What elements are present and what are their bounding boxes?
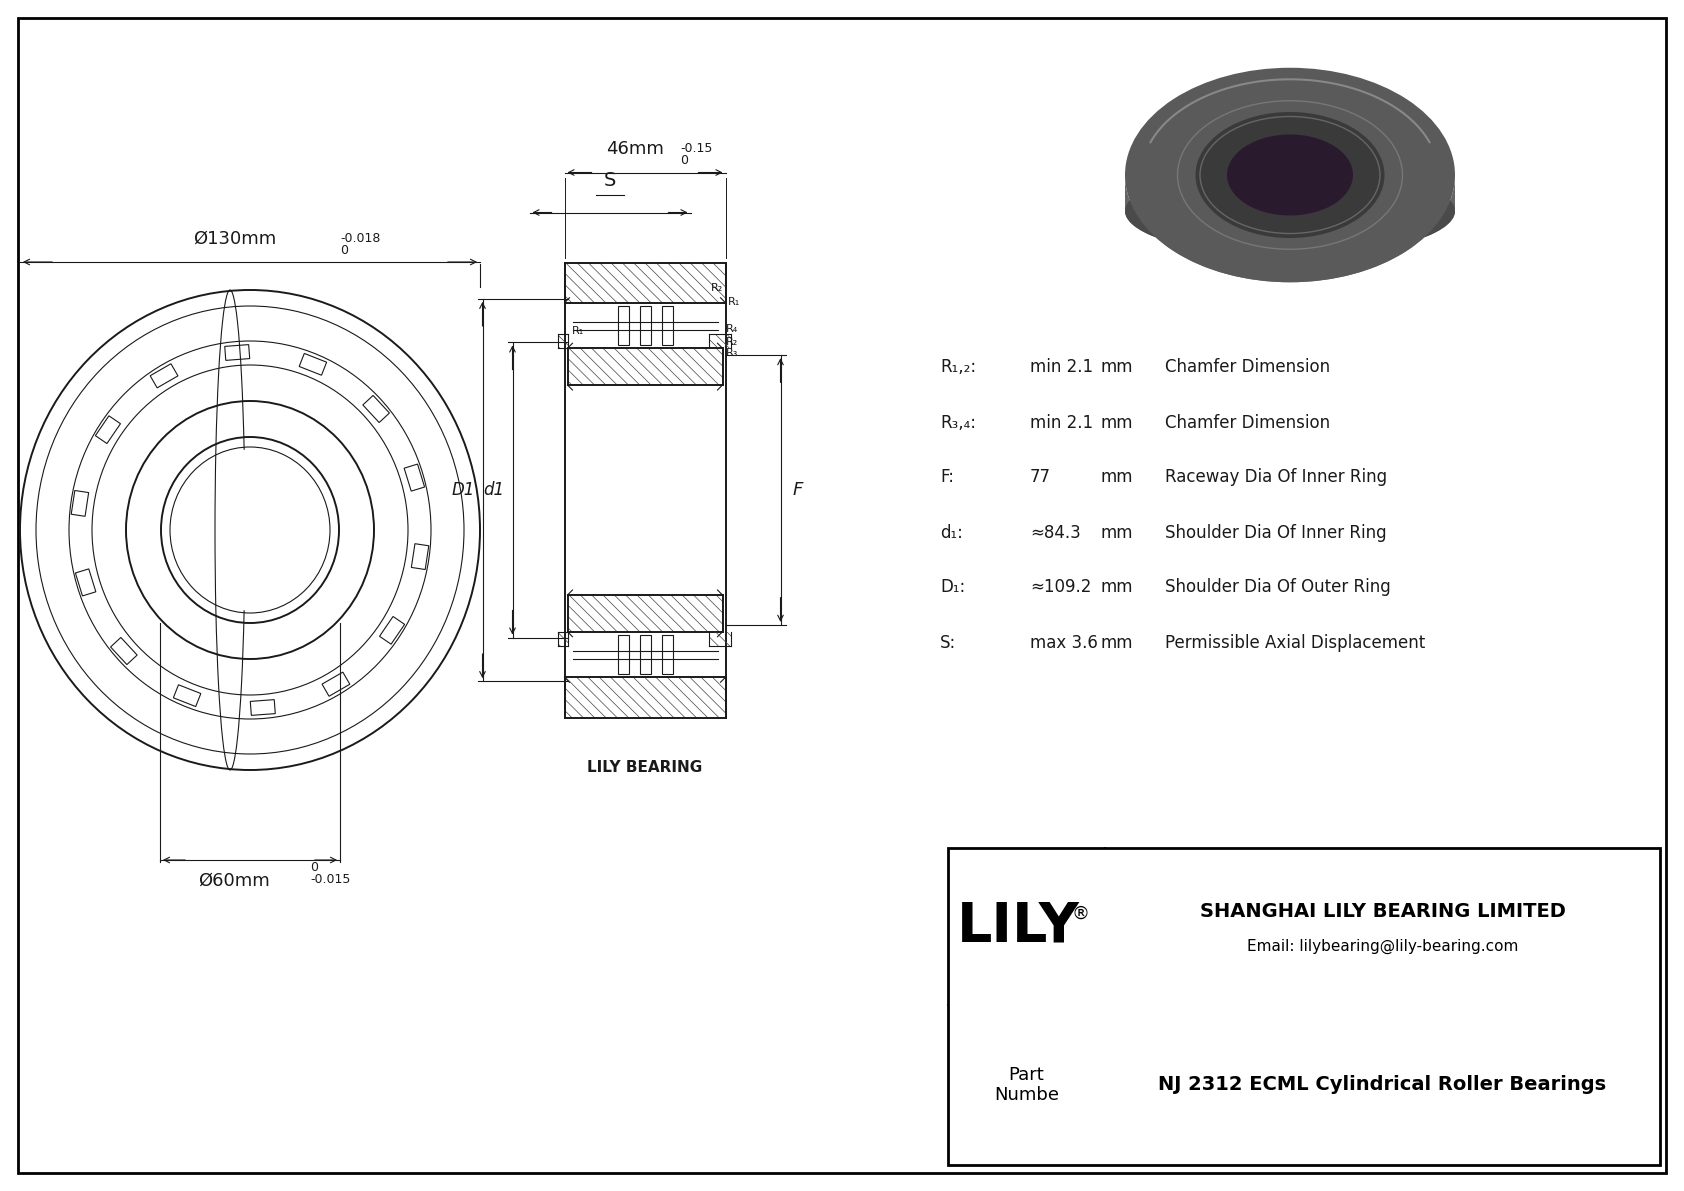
Text: R₁: R₁ (571, 326, 584, 336)
Text: mm: mm (1100, 524, 1133, 542)
Text: LILY: LILY (957, 899, 1079, 954)
Text: 46mm: 46mm (606, 141, 663, 158)
Text: mm: mm (1100, 468, 1133, 486)
Text: Chamfer Dimension: Chamfer Dimension (1165, 413, 1330, 431)
Text: mm: mm (1100, 413, 1133, 431)
Text: R₂: R₂ (711, 282, 724, 293)
Text: R₂: R₂ (726, 337, 738, 348)
Text: min 2.1: min 2.1 (1031, 358, 1093, 376)
Text: R₁: R₁ (727, 297, 739, 307)
Bar (618, 306, 628, 345)
Text: 0: 0 (680, 155, 689, 168)
Text: Chamfer Dimension: Chamfer Dimension (1165, 358, 1330, 376)
Text: D1: D1 (451, 481, 475, 499)
Text: F:: F: (940, 468, 955, 486)
Ellipse shape (1196, 112, 1384, 238)
Ellipse shape (1228, 135, 1352, 216)
Text: Ø60mm: Ø60mm (199, 872, 269, 890)
Bar (404, 464, 424, 491)
Bar (662, 306, 672, 345)
Text: Permissible Axial Displacement: Permissible Axial Displacement (1165, 634, 1425, 651)
Text: R₁,₂:: R₁,₂: (940, 358, 977, 376)
Bar (379, 617, 404, 644)
Bar (662, 635, 672, 674)
Text: ≈84.3: ≈84.3 (1031, 524, 1081, 542)
Bar (300, 354, 327, 375)
Text: Shoulder Dia Of Outer Ring: Shoulder Dia Of Outer Ring (1165, 579, 1391, 597)
Bar (411, 543, 429, 569)
Text: S:: S: (940, 634, 957, 651)
Text: mm: mm (1100, 579, 1133, 597)
Bar (362, 395, 389, 423)
Text: S: S (605, 172, 616, 191)
Text: 77: 77 (1031, 468, 1051, 486)
Bar (71, 491, 89, 517)
Text: LILY BEARING: LILY BEARING (588, 760, 702, 774)
Text: Email: lilybearing@lily-bearing.com: Email: lilybearing@lily-bearing.com (1246, 939, 1519, 954)
Bar (76, 569, 96, 596)
Text: ≈109.2: ≈109.2 (1031, 579, 1091, 597)
Ellipse shape (1196, 194, 1384, 229)
Text: d1: d1 (483, 481, 505, 499)
Text: d₁:: d₁: (940, 524, 963, 542)
Text: min 2.1: min 2.1 (1031, 413, 1093, 431)
Text: mm: mm (1100, 634, 1133, 651)
Bar (96, 416, 121, 443)
Text: -0.015: -0.015 (310, 873, 350, 886)
Text: Raceway Dia Of Inner Ring: Raceway Dia Of Inner Ring (1165, 468, 1388, 486)
Text: 0: 0 (310, 861, 318, 874)
Text: -0.15: -0.15 (680, 143, 712, 156)
Bar (640, 635, 650, 674)
Bar (251, 699, 274, 716)
Bar (224, 344, 249, 361)
Bar (948, 848, 1660, 1165)
Text: max 3.6: max 3.6 (1031, 634, 1098, 651)
Text: Part
Numbe: Part Numbe (994, 1066, 1059, 1104)
Text: R₄: R₄ (726, 324, 738, 335)
Text: Shoulder Dia Of Inner Ring: Shoulder Dia Of Inner Ring (1165, 524, 1386, 542)
Polygon shape (1125, 175, 1455, 282)
Text: D₁:: D₁: (940, 579, 965, 597)
Text: -0.018: -0.018 (340, 232, 381, 245)
Bar (640, 306, 650, 345)
Bar (173, 685, 200, 706)
Bar (322, 672, 350, 697)
Ellipse shape (1125, 166, 1455, 256)
Text: mm: mm (1100, 358, 1133, 376)
Bar (150, 363, 179, 388)
Text: ®: ® (1071, 904, 1090, 923)
Text: Ø130mm: Ø130mm (194, 230, 276, 248)
Text: R₃: R₃ (726, 348, 738, 358)
Text: NJ 2312 ECML Cylindrical Roller Bearings: NJ 2312 ECML Cylindrical Roller Bearings (1159, 1075, 1607, 1095)
Text: SHANGHAI LILY BEARING LIMITED: SHANGHAI LILY BEARING LIMITED (1199, 902, 1566, 921)
Text: R₃,₄:: R₃,₄: (940, 413, 977, 431)
Text: F: F (793, 481, 803, 499)
Ellipse shape (1125, 68, 1455, 282)
Bar (111, 637, 136, 665)
Bar (618, 635, 628, 674)
FancyBboxPatch shape (19, 18, 1665, 1173)
Text: 0: 0 (340, 244, 349, 257)
